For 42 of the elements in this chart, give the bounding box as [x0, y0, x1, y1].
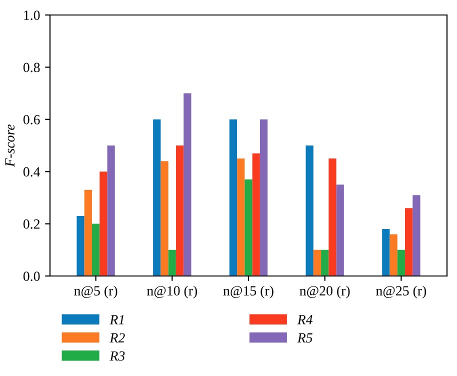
x-tick-label: n@10 (r) — [146, 286, 198, 298]
y-tick-label: 0.8 — [23, 62, 40, 72]
bar — [260, 119, 268, 276]
y-tick-label: 0.6 — [23, 114, 40, 124]
bar — [237, 158, 245, 276]
bar — [107, 146, 115, 276]
y-tick-label: 0.4 — [23, 167, 40, 177]
bar — [397, 250, 406, 276]
legend-label: R1 — [110, 315, 124, 324]
y-tick-label: 0.0 — [23, 272, 40, 282]
y-tick-label: 0.2 — [23, 219, 40, 229]
y-tick-label: 1.0 — [24, 10, 40, 20]
legend-label: R3 — [110, 351, 125, 361]
bar — [176, 146, 184, 276]
bar — [328, 158, 336, 276]
legend-label: R5 — [297, 333, 312, 343]
x-tick-label: n@5 (r) — [74, 286, 118, 298]
legend-label: R4 — [297, 315, 312, 324]
legend-label: R2 — [110, 333, 125, 342]
y-axis-title: F-score — [5, 124, 15, 167]
bar — [336, 184, 344, 276]
bar — [100, 172, 108, 276]
x-tick-label: n@15 (r) — [223, 286, 274, 298]
bar — [382, 229, 390, 276]
bar — [92, 224, 100, 276]
bar — [153, 119, 161, 276]
bar — [412, 195, 420, 276]
bar — [84, 190, 92, 276]
bar — [76, 216, 84, 276]
x-tick-label: n@25 (r) — [376, 286, 426, 298]
bar — [229, 119, 238, 276]
bar — [321, 250, 329, 276]
bar — [313, 250, 322, 276]
bar — [252, 153, 260, 276]
bar — [160, 161, 168, 276]
bar — [390, 234, 398, 276]
bar — [184, 93, 192, 276]
bar — [244, 179, 252, 276]
x-tick-label: n@20 (r) — [300, 286, 350, 298]
bar — [306, 146, 314, 276]
bar — [168, 250, 176, 276]
bar — [405, 208, 413, 276]
